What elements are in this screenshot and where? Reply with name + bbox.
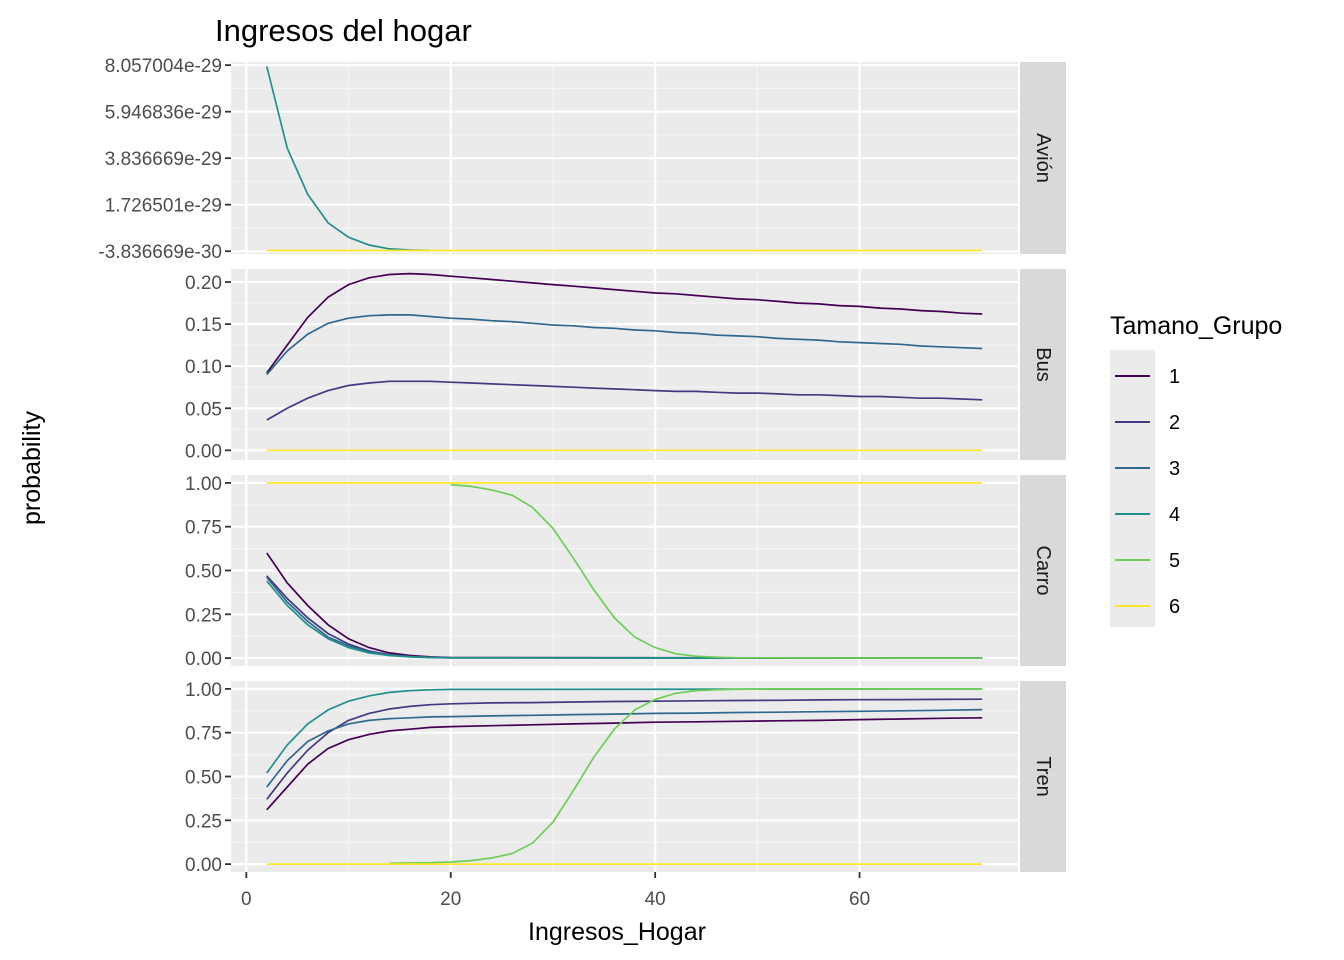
y-tick-label: 1.00 <box>185 680 222 701</box>
y-tick-label: 0.75 <box>185 724 222 745</box>
facet-strip <box>1020 475 1066 666</box>
facet-strip-label: Tren <box>1032 756 1054 796</box>
legend-item-5: 5 <box>1115 550 1180 572</box>
panels: -3.836669e-30 1.726501e-29 3.836669e-29 5.9… <box>98 56 1066 876</box>
y-tick-label: 5.946836e-29 <box>105 103 222 124</box>
x-tick-label: 60 <box>849 889 870 910</box>
chart-title: Ingresos del hogar <box>215 13 472 48</box>
x-axis-label: Ingresos_Hogar <box>528 918 706 946</box>
y-tick-label: 0.00 <box>185 649 222 670</box>
legend-item-6: 6 <box>1115 596 1180 618</box>
series-line-1 <box>266 272 983 374</box>
facet-strip <box>1020 681 1066 872</box>
x-tick-label: 0 <box>241 889 252 910</box>
legend: Tamano_Grupo 1 2 3 4 5 6 <box>1110 312 1282 627</box>
series-line-2 <box>266 698 983 800</box>
panel-carro: 0.00 0.25 0.50 0.75 1.00 Carro <box>185 474 1066 670</box>
y-tick-label: 3.836669e-29 <box>105 149 222 170</box>
x-axis: 0 20 40 60 <box>241 872 870 910</box>
y-tick-label: 0.50 <box>185 768 222 789</box>
y-tick-label: 1.00 <box>185 474 222 495</box>
panel-avion: -3.836669e-30 1.726501e-29 3.836669e-29 5.9… <box>98 56 1066 263</box>
y-tick-label: 0.15 <box>185 315 222 336</box>
y-tick-label: 0.75 <box>185 518 222 539</box>
panel-bus: 0.00 0.05 0.10 0.15 0.20 Bus <box>185 269 1066 462</box>
series-line-3 <box>266 314 983 376</box>
legend-item-2: 2 <box>1115 412 1180 434</box>
y-tick-label: 0.00 <box>185 441 222 462</box>
y-tick-label: 0.50 <box>185 562 222 583</box>
legend-item-label: 3 <box>1169 458 1180 480</box>
legend-item-label: 6 <box>1169 596 1180 618</box>
legend-item-label: 5 <box>1169 550 1180 572</box>
y-tick-label: 0.00 <box>185 855 222 876</box>
facet-strip-label: Bus <box>1032 347 1054 381</box>
y-axis-label: probability <box>18 411 46 525</box>
legend-item-label: 1 <box>1169 366 1180 388</box>
y-tick-label: 8.057004e-29 <box>105 56 222 77</box>
y-tick-label: 0.20 <box>185 273 222 294</box>
legend-item-label: 4 <box>1169 504 1180 526</box>
legend-item-4: 4 <box>1115 504 1180 526</box>
y-tick-label: 0.10 <box>185 357 222 378</box>
series-line-1 <box>266 716 983 811</box>
series-line-2 <box>266 380 983 421</box>
facet-strip-label: Carro <box>1032 545 1054 595</box>
legend-item-1: 1 <box>1115 366 1180 388</box>
legend-title: Tamano_Grupo <box>1110 312 1282 340</box>
series-line-4 <box>265 66 431 252</box>
y-tick-label: -3.836669e-30 <box>98 242 222 263</box>
legend-item-label: 2 <box>1169 412 1180 434</box>
series-line-5 <box>450 483 983 659</box>
series-line-4 <box>266 580 983 659</box>
series-line-3 <box>266 708 983 788</box>
x-tick-label: 20 <box>440 889 461 910</box>
series-line-4 <box>266 688 983 774</box>
legend-item-3: 3 <box>1115 458 1180 480</box>
x-tick-label: 40 <box>645 889 666 910</box>
legend-items: 1 2 3 4 5 6 <box>1115 366 1180 618</box>
y-tick-label: 0.25 <box>185 811 222 832</box>
y-tick-label: 0.05 <box>185 399 222 420</box>
y-tick-label: 0.25 <box>185 605 222 626</box>
y-tick-label: 1.726501e-29 <box>105 196 222 217</box>
facet-strip <box>1020 62 1066 254</box>
series-line-5 <box>389 688 983 865</box>
facet-strip-label: Avión <box>1032 133 1054 183</box>
panel-background <box>231 269 1018 460</box>
panel-tren: 0.00 0.25 0.50 0.75 1.00 Tren <box>185 680 1066 876</box>
legend-key-background <box>1110 350 1155 627</box>
facet-strip <box>1020 269 1066 460</box>
